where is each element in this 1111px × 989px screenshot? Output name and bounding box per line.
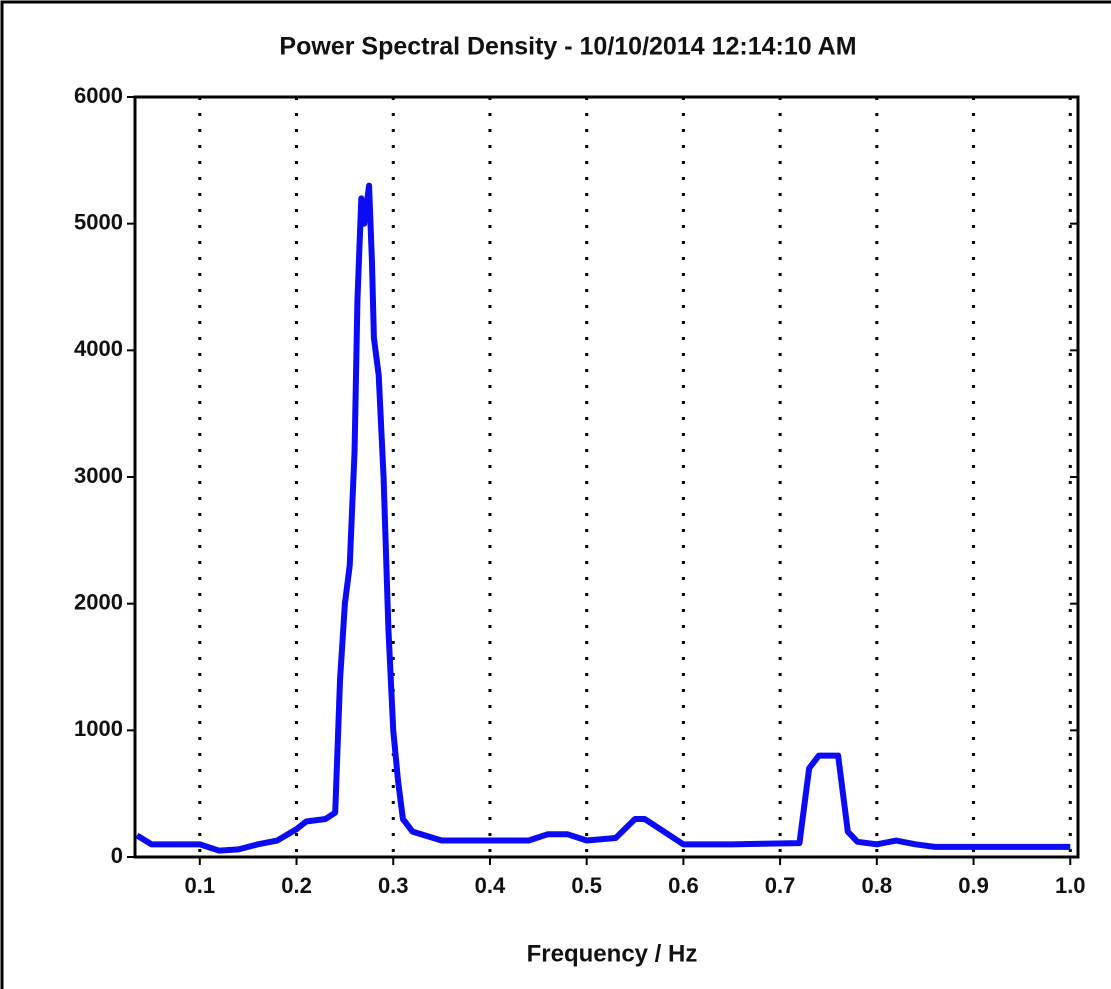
y-tick-label: 0 — [111, 843, 123, 868]
x-tick-label: 0.2 — [281, 873, 312, 898]
y-tick-label: 6000 — [74, 83, 123, 108]
y-tick-label: 4000 — [74, 336, 123, 361]
x-tick-label: 0.6 — [668, 873, 699, 898]
x-axis-label: Frequency / Hz — [527, 940, 698, 967]
x-tick-label: 0.9 — [958, 873, 989, 898]
line-series — [135, 182, 1071, 854]
y-tick-label: 1000 — [74, 716, 123, 741]
chart-title: Power Spectral Density - 10/10/2014 12:1… — [279, 33, 856, 61]
x-tick-label: 1.0 — [1055, 873, 1086, 898]
y-tick-label: 2000 — [74, 589, 123, 614]
y-tick-label: 5000 — [74, 209, 123, 234]
x-tick-label: 0.7 — [765, 873, 796, 898]
x-tick-label: 0.4 — [475, 873, 506, 898]
x-tick-label: 0.5 — [571, 873, 602, 898]
x-tick-label: 0.8 — [862, 873, 893, 898]
plot-frame — [133, 95, 1080, 859]
y-tick-label: 3000 — [74, 463, 123, 488]
x-tick-label: 0.1 — [185, 873, 216, 898]
x-tick-label: 0.3 — [378, 873, 409, 898]
